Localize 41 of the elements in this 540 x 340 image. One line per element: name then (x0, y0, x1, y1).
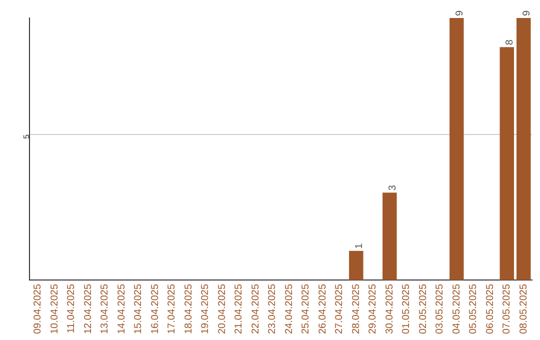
x-tick-label: 24.04.2025 (284, 284, 295, 334)
x-tick-label: 18.04.2025 (183, 284, 194, 334)
bar (516, 18, 531, 280)
bar (500, 47, 514, 280)
x-tick-label: 20.04.2025 (216, 284, 228, 334)
x-tick-label: 06.05.2025 (484, 284, 496, 334)
data-label: 3 (387, 184, 398, 191)
data-label: 1 (354, 242, 365, 249)
x-tick-label: 13.04.2025 (100, 284, 111, 334)
x-tick-label: 16.04.2025 (150, 284, 161, 334)
x-tick-label: 15.04.2025 (133, 284, 144, 334)
x-tick-label: 17.04.2025 (166, 284, 178, 334)
x-tick-label: 05.05.2025 (468, 284, 480, 334)
bar (349, 250, 364, 280)
x-tick-label: 28.04.2025 (350, 284, 362, 334)
x-tick-label: 26.04.2025 (317, 284, 328, 334)
x-tick-label: 12.04.2025 (82, 284, 94, 334)
x-tick-label: 29.04.2025 (368, 284, 379, 334)
x-tick-label: 22.04.2025 (250, 284, 262, 334)
x-tick-label: 09.04.2025 (32, 284, 44, 334)
x-tick-label: 25.04.2025 (300, 284, 312, 334)
x-tick-label: 23.04.2025 (267, 284, 278, 334)
bar (382, 192, 397, 280)
data-label: 8 (504, 39, 516, 46)
x-tick-label: 04.05.2025 (451, 284, 462, 334)
x-tick-label: 01.05.2025 (401, 284, 412, 334)
x-tick-label: 10.04.2025 (49, 284, 60, 334)
y-tick-label: 5 (22, 134, 31, 139)
x-tick-label: 14.04.2025 (116, 284, 128, 334)
x-tick-label: 08.05.2025 (518, 284, 530, 334)
x-tick-label: 27.04.2025 (334, 284, 346, 334)
x-tick-label: 21.04.2025 (234, 284, 245, 334)
x-tick-label: 07.05.2025 (502, 284, 513, 334)
x-tick-label: 19.04.2025 (200, 284, 212, 334)
data-label: 9 (454, 10, 466, 16)
x-tick-label: 03.05.2025 (434, 284, 446, 334)
x-tick-label: 11.04.2025 (66, 284, 78, 334)
data-label: 9 (521, 10, 532, 16)
bar (450, 18, 464, 280)
x-tick-label: 30.04.2025 (384, 284, 396, 334)
x-tick-label: 02.05.2025 (418, 284, 429, 334)
